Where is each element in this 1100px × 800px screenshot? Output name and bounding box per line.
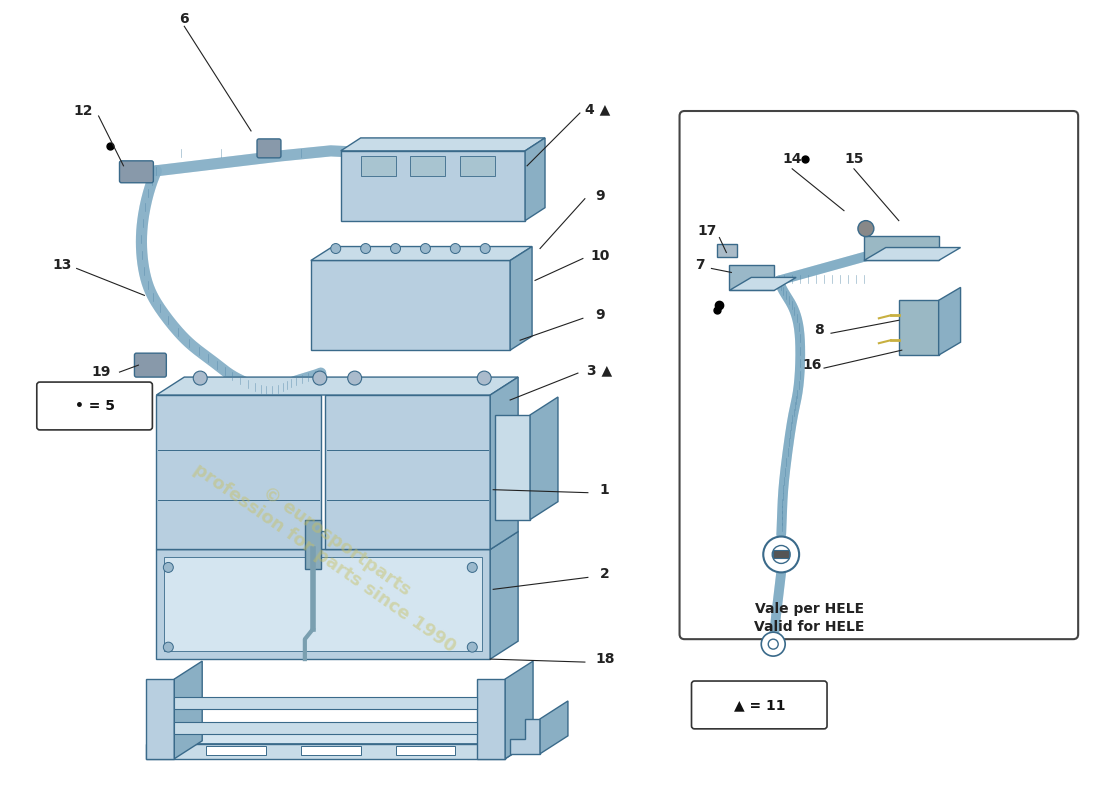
Polygon shape: [156, 395, 321, 550]
Text: 6: 6: [179, 12, 189, 26]
Polygon shape: [510, 246, 532, 350]
Polygon shape: [324, 395, 491, 550]
Bar: [410, 156, 446, 176]
Bar: [460, 156, 495, 176]
Circle shape: [420, 243, 430, 254]
Polygon shape: [174, 661, 202, 758]
Text: © eurosportparts
profession for parts since 1990: © eurosportparts profession for parts si…: [190, 443, 471, 656]
Circle shape: [858, 221, 873, 237]
Circle shape: [763, 537, 799, 572]
Circle shape: [312, 371, 327, 385]
Bar: [361, 156, 396, 176]
Polygon shape: [495, 415, 530, 519]
Bar: [396, 746, 455, 754]
Circle shape: [481, 243, 491, 254]
Circle shape: [361, 243, 371, 254]
Polygon shape: [510, 719, 540, 754]
Text: Valid for HELE: Valid for HELE: [754, 620, 865, 634]
Circle shape: [348, 371, 362, 385]
Text: 8: 8: [814, 323, 824, 338]
Text: 4 ▲: 4 ▲: [585, 102, 611, 116]
Circle shape: [331, 243, 341, 254]
Polygon shape: [341, 138, 544, 151]
Text: 9: 9: [595, 189, 605, 202]
Polygon shape: [525, 138, 544, 221]
Polygon shape: [305, 519, 321, 570]
Text: 18: 18: [595, 652, 615, 666]
Circle shape: [468, 642, 477, 652]
Text: Vale per HELE: Vale per HELE: [755, 602, 864, 616]
Polygon shape: [156, 550, 491, 659]
Polygon shape: [540, 701, 568, 754]
Circle shape: [477, 371, 492, 385]
Polygon shape: [491, 377, 518, 550]
Polygon shape: [146, 726, 534, 744]
Circle shape: [194, 371, 207, 385]
Polygon shape: [174, 722, 477, 734]
Polygon shape: [174, 697, 477, 709]
Polygon shape: [505, 726, 534, 758]
Text: 10: 10: [590, 249, 609, 262]
Polygon shape: [156, 377, 518, 395]
Text: 3 ▲: 3 ▲: [587, 363, 613, 377]
Circle shape: [761, 632, 785, 656]
Polygon shape: [164, 558, 482, 651]
Text: 1: 1: [600, 482, 609, 497]
Polygon shape: [729, 278, 796, 290]
FancyBboxPatch shape: [36, 382, 153, 430]
FancyBboxPatch shape: [134, 353, 166, 377]
Text: 2: 2: [600, 567, 609, 582]
Text: 7: 7: [695, 258, 704, 273]
Polygon shape: [729, 266, 774, 290]
Polygon shape: [864, 235, 938, 261]
Polygon shape: [146, 679, 174, 758]
Text: ▲ = 11: ▲ = 11: [734, 698, 785, 712]
Text: 15: 15: [844, 152, 864, 166]
Text: • = 5: • = 5: [75, 399, 114, 413]
Polygon shape: [146, 744, 505, 758]
FancyBboxPatch shape: [692, 681, 827, 729]
Polygon shape: [156, 531, 518, 550]
Text: 16: 16: [802, 358, 822, 372]
Polygon shape: [505, 661, 534, 758]
Polygon shape: [864, 247, 960, 261]
Text: 13: 13: [52, 258, 72, 273]
FancyBboxPatch shape: [120, 161, 153, 182]
Polygon shape: [477, 679, 505, 758]
Circle shape: [772, 546, 790, 563]
Polygon shape: [311, 261, 510, 350]
Polygon shape: [530, 397, 558, 519]
Text: 19: 19: [92, 365, 111, 379]
Circle shape: [768, 639, 778, 649]
Bar: [301, 746, 361, 754]
Circle shape: [468, 562, 477, 572]
Text: 12: 12: [74, 104, 94, 118]
Bar: [773, 550, 789, 558]
Polygon shape: [341, 151, 525, 221]
Bar: [206, 746, 266, 754]
Polygon shape: [938, 287, 960, 355]
Polygon shape: [717, 243, 737, 258]
Text: 17: 17: [697, 223, 717, 238]
FancyBboxPatch shape: [257, 139, 280, 158]
Circle shape: [390, 243, 400, 254]
Circle shape: [163, 562, 174, 572]
Text: 14: 14: [782, 152, 802, 166]
Circle shape: [450, 243, 460, 254]
Polygon shape: [899, 300, 938, 355]
FancyBboxPatch shape: [680, 111, 1078, 639]
Text: 9: 9: [595, 308, 605, 322]
Polygon shape: [491, 531, 518, 659]
Circle shape: [163, 642, 174, 652]
Polygon shape: [311, 246, 532, 261]
